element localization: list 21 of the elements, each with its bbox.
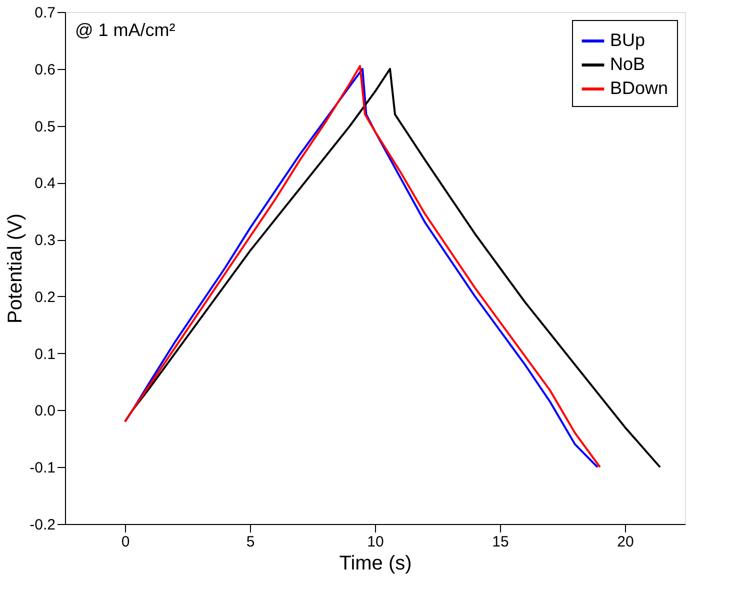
y-tick-label: 0.0: [34, 402, 56, 420]
legend-label: BDown: [610, 78, 668, 98]
y-tick-label: 0.7: [34, 4, 56, 22]
y-tick-label: 0.6: [34, 61, 56, 78]
y-tick-label: 0.2: [34, 288, 56, 306]
x-tick-label: 20: [617, 534, 634, 550]
annotation: @ 1 mA/cm²: [75, 20, 176, 40]
y-tick-label: 0.4: [34, 175, 56, 192]
y-tick-label: -0.2: [30, 516, 56, 534]
y-axis-title: Potential (V): [4, 213, 27, 324]
x-tick-label: 10: [367, 534, 384, 550]
x-tick-label: 15: [492, 534, 509, 550]
y-tick-label: 0.3: [34, 232, 56, 250]
x-axis-title: Time (s): [339, 552, 412, 574]
legend-label: NoB: [610, 54, 646, 74]
y-tick-label: -0.1: [30, 460, 56, 477]
legend-label: BUp: [610, 30, 646, 50]
y-tick-label: 0.5: [34, 118, 56, 136]
y-tick-label: 0.1: [34, 346, 56, 363]
x-tick-label: 0: [121, 534, 130, 550]
x-tick-label: 5: [246, 534, 255, 550]
